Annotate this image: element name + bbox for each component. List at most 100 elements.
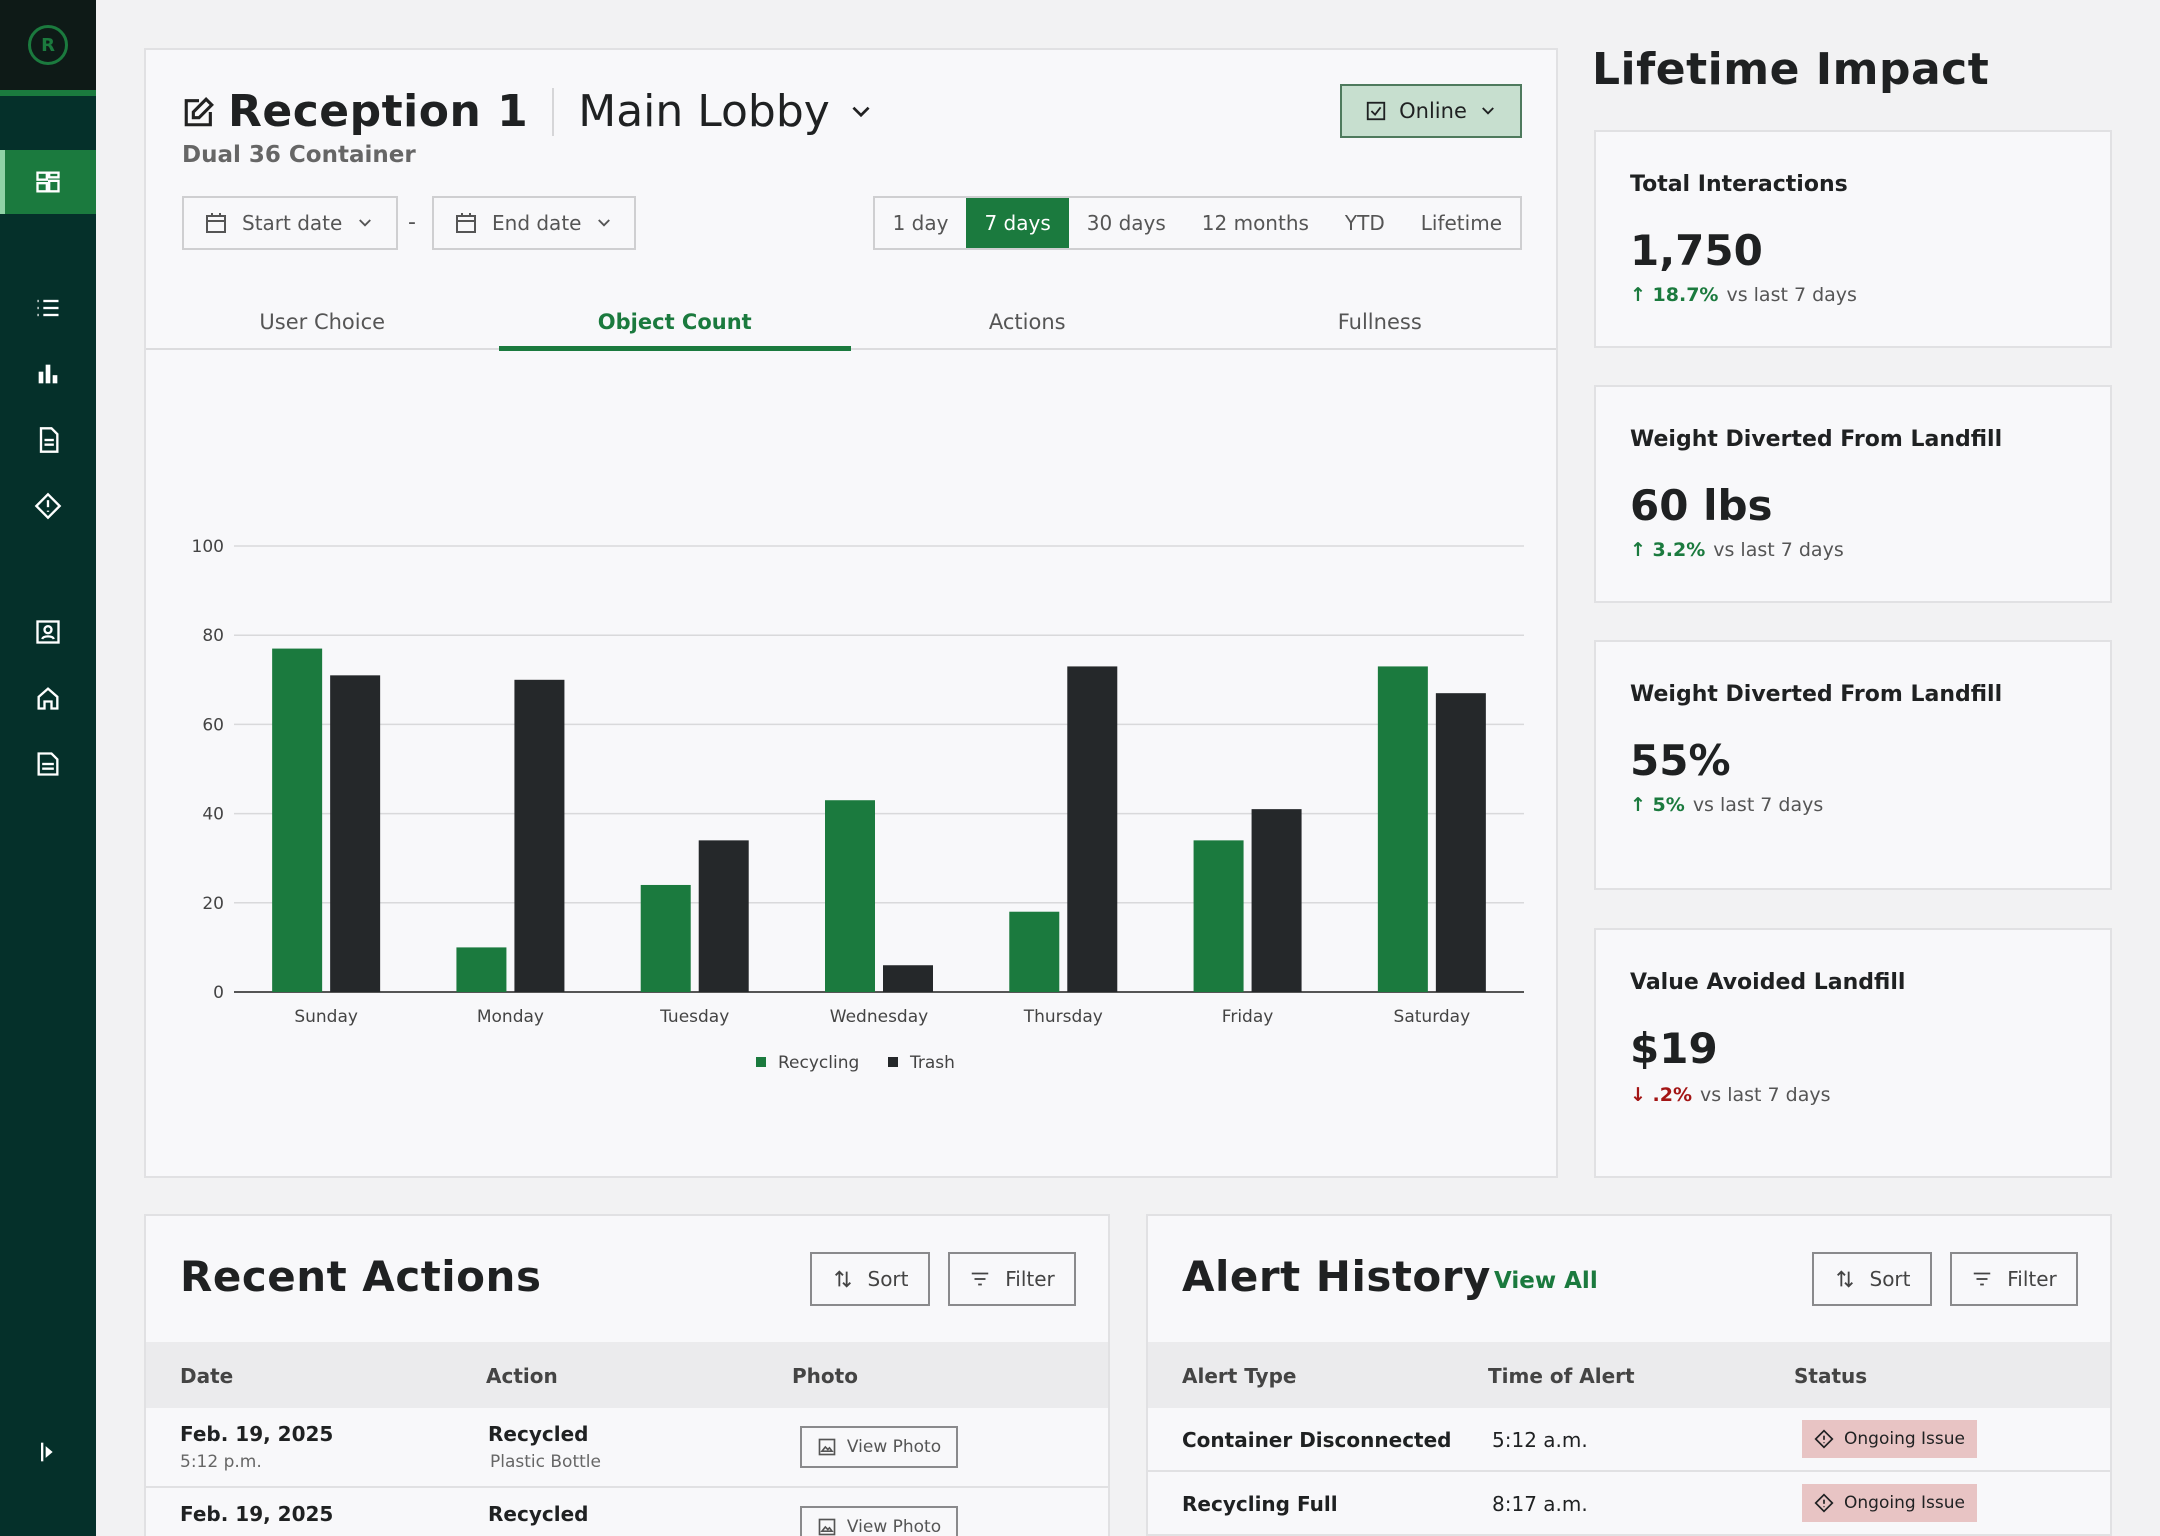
nav-list[interactable]: [0, 276, 96, 340]
stat-value: 60 lbs: [1630, 481, 1773, 530]
arrow-up-icon: ↑: [1630, 284, 1646, 306]
image-icon: [818, 1438, 836, 1456]
range-ytd[interactable]: YTD: [1344, 211, 1385, 235]
alert-time: 8:17 a.m.: [1492, 1492, 1588, 1516]
x-tick-label: Tuesday: [659, 1007, 729, 1027]
view-photo-button[interactable]: View Photo: [800, 1506, 958, 1536]
tab-fullness[interactable]: Fullness: [1337, 310, 1422, 334]
filter-button[interactable]: Filter: [1950, 1252, 2078, 1306]
end-date-picker[interactable]: End date: [432, 196, 636, 250]
stat-value: 55%: [1630, 736, 1731, 785]
table-row[interactable]: Recycling Full 8:17 a.m. Ongoing Issue: [1148, 1472, 2110, 1536]
nav-notes[interactable]: [0, 732, 96, 796]
table-row[interactable]: Feb. 19, 2025 Recycled View Photo: [146, 1488, 1108, 1536]
status-badge: Ongoing Issue: [1802, 1420, 1978, 1458]
table-header: Date Action Photo: [146, 1342, 1108, 1408]
x-tick-label: Thursday: [1023, 1007, 1103, 1027]
alert-history-panel: Alert History View All Sort Filter Alert…: [1146, 1214, 2112, 1536]
chevron-down-icon[interactable]: [848, 99, 874, 125]
row-item: Plastic Bottle: [490, 1452, 601, 1472]
start-date-label: Start date: [242, 211, 343, 235]
y-tick-label: 20: [202, 894, 224, 914]
bar-recycling: [272, 648, 323, 992]
range-1-day[interactable]: 1 day: [892, 211, 949, 235]
sort-button[interactable]: Sort: [810, 1252, 930, 1306]
bar-chart-icon: [38, 364, 58, 384]
chevron-down-icon: [1481, 107, 1494, 115]
view-all-link[interactable]: View All: [1494, 1268, 1598, 1294]
alert-history-title: Alert History: [1182, 1252, 1491, 1301]
stat-suffix: vs last 7 days: [1692, 794, 1824, 816]
stat-suffix: vs last 7 days: [1713, 539, 1844, 561]
stat-card-weight-diverted: Weight Diverted From Landfill 60 lbs ↑ 3…: [1594, 385, 2112, 603]
nav-users[interactable]: [0, 600, 96, 664]
edit-icon[interactable]: [182, 95, 216, 129]
range-lifetime[interactable]: Lifetime: [1420, 211, 1502, 235]
bar-trash: [883, 965, 933, 992]
sort-button[interactable]: Sort: [1812, 1252, 1932, 1306]
nav-reports[interactable]: [0, 408, 96, 472]
bar-recycling: [1377, 666, 1428, 992]
range-selector: 1 day 7 days 30 days 12 months YTD Lifet…: [872, 196, 1522, 250]
x-tick-label: Sunday: [294, 1007, 358, 1027]
location-selector[interactable]: Main Lobby: [578, 86, 830, 137]
stat-value: 1,750: [1630, 226, 1763, 275]
y-tick-label: 40: [202, 805, 224, 825]
nav-dashboard[interactable]: [0, 150, 96, 214]
chart-panel: Reception 1 Main Lobby Dual 36 Container…: [144, 48, 1558, 1178]
column-alert-type[interactable]: Alert Type: [1182, 1364, 1297, 1388]
column-time-of-alert[interactable]: Time of Alert: [1488, 1364, 1635, 1388]
sort-icon: [1836, 1270, 1853, 1288]
range-7-days[interactable]: 7 days: [966, 198, 1069, 248]
tab-user-choice[interactable]: User Choice: [259, 310, 386, 334]
bar-trash: [1251, 809, 1302, 992]
row-action: Recycled: [488, 1422, 589, 1446]
range-12-months[interactable]: 12 months: [1201, 211, 1309, 235]
status-label: Online: [1399, 99, 1467, 123]
start-date-picker[interactable]: Start date: [182, 196, 398, 250]
tab-object-count[interactable]: Object Count: [498, 296, 852, 351]
image-icon: [818, 1518, 836, 1536]
table-row[interactable]: Container Disconnected 5:12 a.m. Ongoing…: [1148, 1408, 2110, 1472]
stat-suffix: vs last 7 days: [1726, 284, 1857, 306]
bar-recycling: [456, 947, 507, 992]
column-date[interactable]: Date: [180, 1364, 234, 1388]
nav-home[interactable]: [0, 666, 96, 730]
sidebar-expand-button[interactable]: [0, 1420, 96, 1484]
bar-trash: [698, 840, 749, 992]
bar-trash: [514, 679, 565, 992]
checkbox-icon: [1366, 101, 1386, 121]
legend-swatch-recycling: [756, 1057, 766, 1067]
view-photo-label: View Photo: [846, 1437, 942, 1457]
x-tick-label: Wednesday: [830, 1007, 928, 1027]
sidebar: R: [0, 0, 96, 1536]
recent-actions-title: Recent Actions: [180, 1252, 542, 1301]
lifetime-impact-title: Lifetime Impact: [1592, 44, 1990, 95]
column-status[interactable]: Status: [1794, 1364, 1868, 1388]
bar-recycling: [640, 884, 691, 992]
range-30-days[interactable]: 30 days: [1086, 211, 1166, 235]
sort-label: Sort: [1869, 1267, 1911, 1291]
brand-logo[interactable]: R: [0, 0, 96, 96]
stat-change: 3.2%: [1652, 539, 1706, 561]
nav-analytics[interactable]: [0, 342, 96, 406]
status-dropdown[interactable]: Online: [1340, 84, 1522, 138]
column-action[interactable]: Action: [486, 1364, 558, 1388]
calendar-icon: [456, 213, 476, 233]
x-tick-label: Monday: [477, 1007, 544, 1027]
y-tick-label: 0: [213, 983, 224, 1003]
filter-button[interactable]: Filter: [948, 1252, 1076, 1306]
logo-letter: R: [41, 34, 55, 56]
stat-label: Weight Diverted From Landfill: [1630, 682, 2003, 707]
row-date: Feb. 19, 2025: [180, 1502, 334, 1526]
stat-change: 5%: [1652, 794, 1685, 816]
stat-card-total-interactions: Total Interactions 1,750 ↑ 18.7% vs last …: [1594, 130, 2112, 348]
dashboard-icon: [36, 171, 60, 193]
stat-card-value-avoided: Value Avoided Landfill $19 ↓ .2% vs last …: [1594, 928, 2112, 1178]
nav-alerts[interactable]: [0, 474, 96, 538]
tab-actions[interactable]: Actions: [988, 310, 1066, 334]
column-photo[interactable]: Photo: [792, 1364, 858, 1388]
view-photo-button[interactable]: View Photo: [800, 1426, 958, 1468]
arrow-up-icon: ↑: [1630, 794, 1646, 816]
table-row[interactable]: Feb. 19, 2025 5:12 p.m. Recycled Plastic…: [146, 1408, 1108, 1488]
